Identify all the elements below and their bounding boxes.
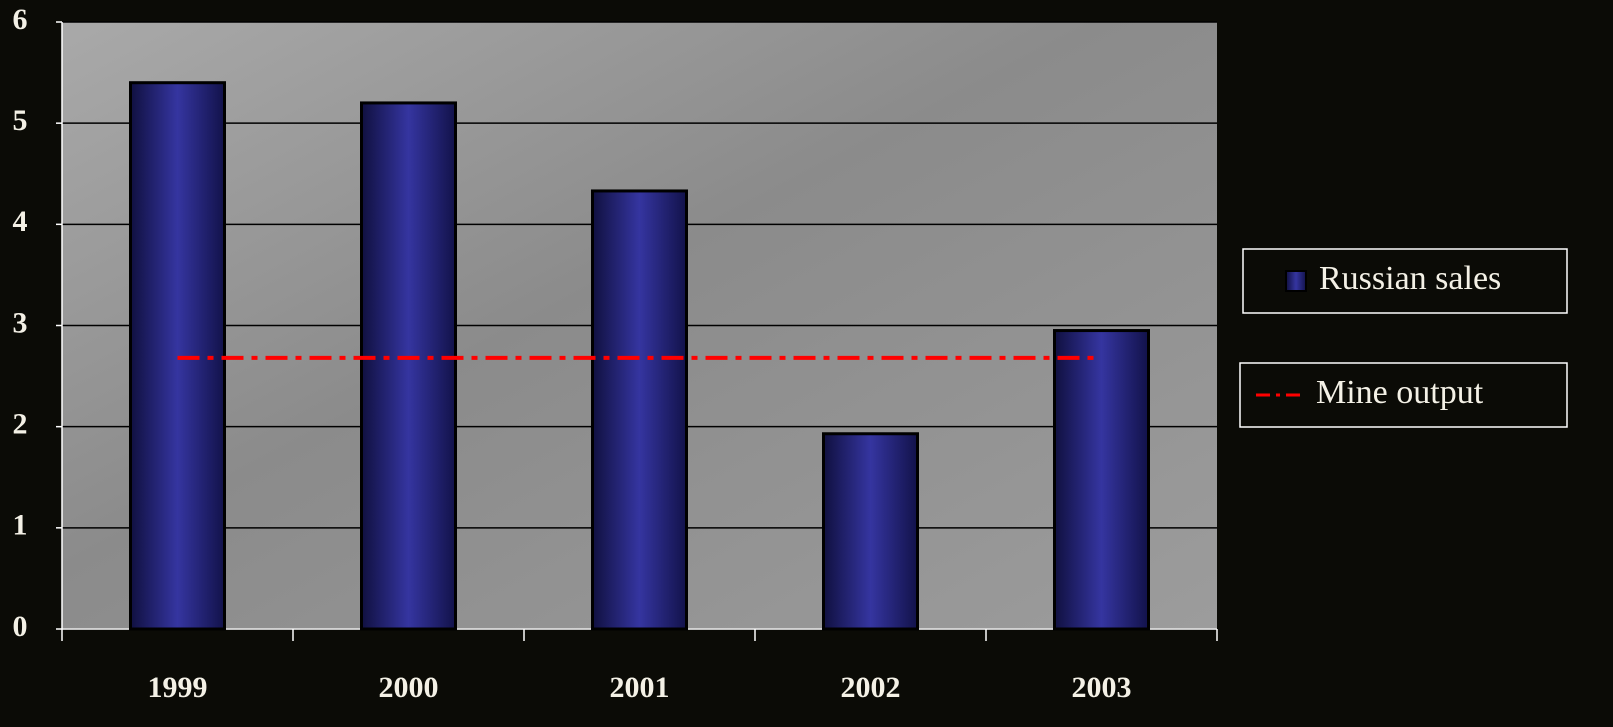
y-tick-label: 4 [13,205,28,238]
bar [1053,329,1150,631]
bar [360,101,457,631]
x-tick-label: 1999 [148,671,208,704]
x-tick-label: 2001 [610,671,670,704]
legend-box [1239,362,1568,428]
y-tick-label: 5 [13,104,28,137]
legend-label: Mine output [1316,374,1484,411]
legend-box [1242,248,1568,314]
legend-label: Russian sales [1319,260,1501,297]
bar [591,189,688,631]
legend-swatch [1285,270,1307,292]
x-tick-label: 2003 [1072,671,1132,704]
y-tick-label: 3 [13,306,28,339]
y-tick-label: 6 [13,3,28,36]
bar [129,81,226,631]
bar [822,432,919,631]
y-tick-label: 0 [13,610,28,643]
x-tick-label: 2000 [379,671,439,704]
y-tick-label: 1 [13,509,28,542]
x-tick-label: 2002 [841,671,901,704]
y-tick-label: 2 [13,408,28,441]
